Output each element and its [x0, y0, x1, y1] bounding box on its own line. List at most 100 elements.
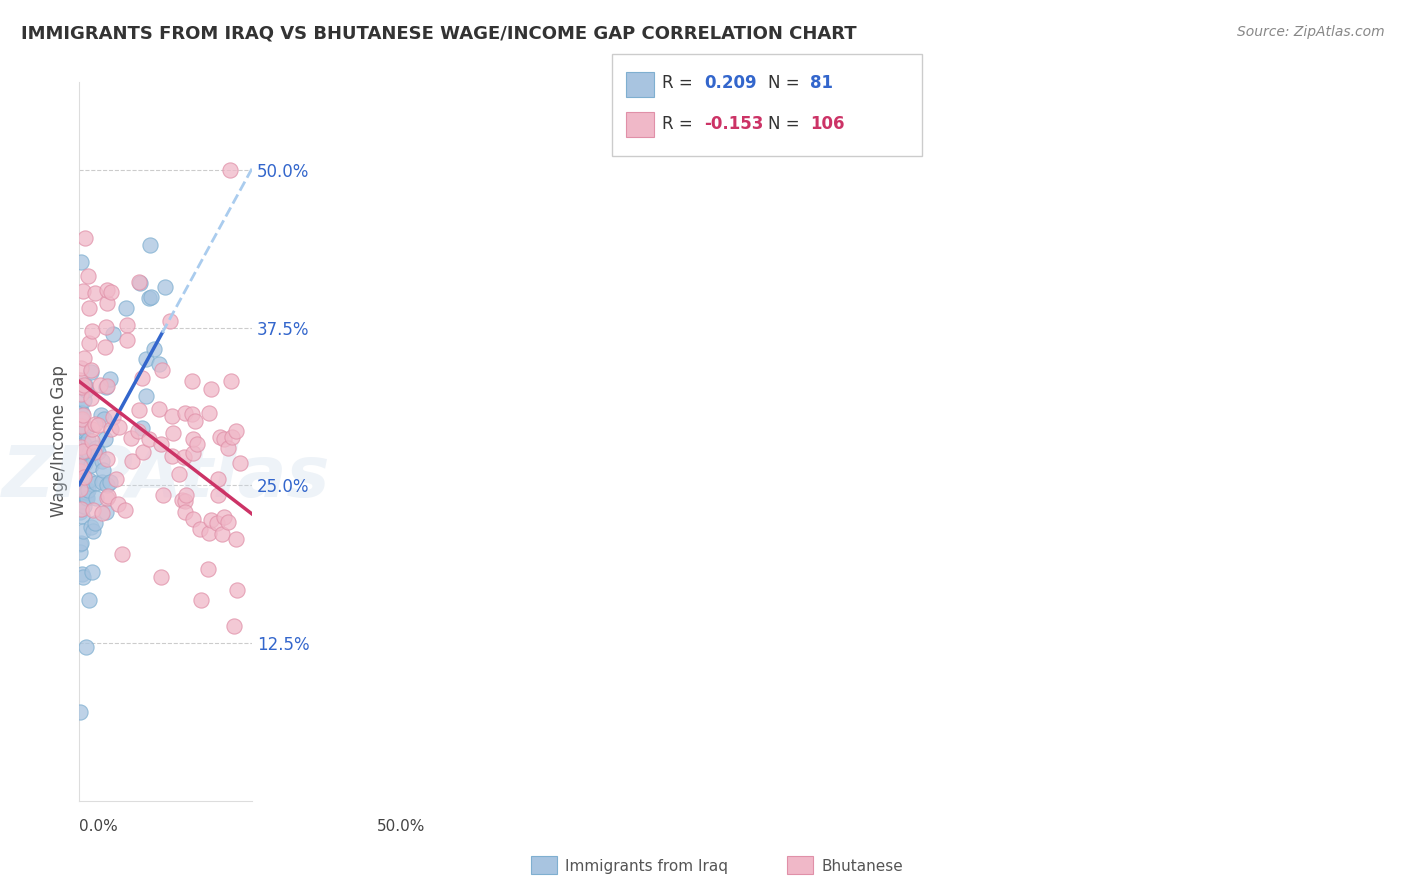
Point	[149, 437, 172, 451]
Point	[209, 430, 232, 444]
Point	[150, 362, 173, 376]
Point	[160, 450, 183, 464]
Point	[127, 424, 149, 438]
Text: 0.0%: 0.0%	[79, 819, 118, 834]
Point	[131, 371, 153, 385]
Point	[197, 526, 219, 541]
Point	[70, 379, 93, 393]
Point	[73, 470, 96, 484]
Point	[94, 505, 117, 519]
Point	[82, 422, 104, 436]
Point	[132, 445, 155, 459]
Point	[221, 374, 243, 388]
Point	[148, 401, 170, 416]
Point	[97, 489, 120, 503]
Point	[93, 412, 115, 426]
Point	[72, 284, 94, 298]
Point	[73, 451, 96, 466]
Point	[131, 421, 153, 435]
Point	[167, 467, 190, 481]
Point	[70, 419, 93, 434]
Point	[77, 446, 100, 460]
Point	[84, 286, 107, 301]
Point	[86, 445, 108, 459]
Point	[69, 458, 91, 472]
Point	[69, 482, 91, 496]
Point	[80, 363, 103, 377]
Point	[180, 407, 202, 421]
Point	[149, 570, 172, 584]
Text: IMMIGRANTS FROM IRAQ VS BHUTANESE WAGE/INCOME GAP CORRELATION CHART: IMMIGRANTS FROM IRAQ VS BHUTANESE WAGE/I…	[21, 25, 856, 43]
Point	[73, 378, 96, 392]
Point	[217, 515, 239, 529]
Point	[184, 414, 207, 428]
Point	[84, 441, 107, 455]
Point	[75, 640, 97, 654]
Point	[69, 458, 91, 473]
Point	[212, 432, 235, 446]
Point	[76, 491, 98, 505]
Point	[229, 456, 252, 470]
Point	[142, 342, 165, 356]
Point	[70, 472, 93, 486]
Text: Source: ZipAtlas.com: Source: ZipAtlas.com	[1237, 25, 1385, 39]
Point	[76, 483, 98, 497]
Point	[138, 433, 160, 447]
Point	[69, 537, 91, 551]
Point	[98, 475, 121, 489]
Point	[98, 372, 121, 386]
Point	[75, 456, 97, 470]
Point	[69, 544, 91, 558]
Point	[86, 417, 108, 432]
Point	[72, 423, 94, 437]
Point	[79, 520, 101, 534]
Point	[83, 516, 105, 530]
Point	[72, 524, 94, 538]
Point	[108, 420, 131, 434]
Point	[79, 391, 101, 405]
Point	[69, 401, 91, 415]
Point	[139, 290, 162, 304]
Point	[207, 472, 229, 486]
Point	[73, 378, 96, 392]
Point	[101, 326, 124, 341]
Point	[181, 375, 204, 389]
Point	[69, 406, 91, 420]
Point	[75, 442, 97, 457]
Point	[94, 320, 117, 334]
Point	[183, 512, 205, 526]
Point	[75, 483, 97, 497]
Text: R =: R =	[662, 74, 699, 92]
Point	[69, 490, 91, 504]
Text: 81: 81	[810, 74, 832, 92]
Point	[69, 440, 91, 454]
Point	[96, 491, 118, 505]
Text: Bhutanese: Bhutanese	[821, 859, 903, 873]
Point	[69, 454, 91, 468]
Point	[121, 454, 143, 468]
Point	[77, 268, 100, 283]
Point	[128, 275, 150, 289]
Point	[91, 506, 114, 520]
Point	[174, 488, 197, 502]
Point	[77, 433, 100, 447]
Point	[89, 377, 111, 392]
Point	[75, 423, 97, 437]
Point	[69, 373, 91, 387]
Point	[197, 562, 219, 576]
Point	[90, 409, 112, 423]
Point	[70, 501, 93, 516]
Point	[77, 473, 100, 487]
Point	[70, 412, 93, 426]
Point	[69, 412, 91, 426]
Point	[188, 522, 211, 536]
Point	[75, 383, 97, 397]
Point	[91, 475, 114, 489]
Point	[100, 285, 122, 299]
Point	[173, 406, 195, 420]
Point	[115, 301, 138, 315]
Point	[174, 505, 197, 519]
Point	[73, 437, 96, 451]
Point	[96, 478, 118, 492]
Point	[200, 513, 222, 527]
